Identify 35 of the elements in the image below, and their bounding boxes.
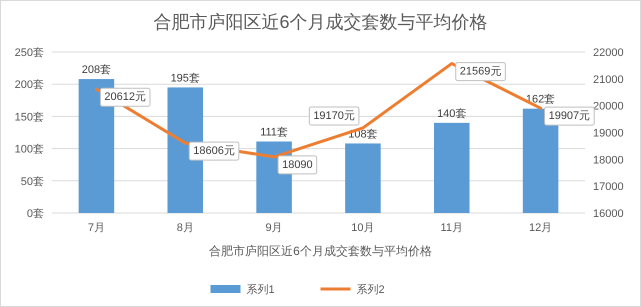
chart-title: 合肥市庐阳区近6个月成交套数与平均价格 (153, 12, 488, 32)
data-label: 140套 (437, 108, 466, 120)
x-tick-label: 8月 (176, 222, 194, 234)
y2-tick-label: 17000 (593, 181, 624, 194)
legend-label: 系列1 (246, 283, 275, 296)
data-label: 19170元 (313, 110, 355, 122)
data-label: 195套 (170, 72, 200, 84)
bar (345, 143, 381, 213)
y2-tick-label: 21000 (593, 74, 624, 86)
data-label: 20612元 (104, 91, 146, 104)
y-tick-label: 150套 (14, 111, 44, 124)
data-label: 18090 (282, 158, 313, 171)
x-tick-label: 10月 (351, 222, 375, 234)
y-tick-label: 50套 (20, 176, 44, 188)
y-tick-label: 250套 (14, 47, 44, 59)
y-tick-label: 0套 (26, 208, 44, 220)
y2-tick-label: 20000 (593, 100, 624, 113)
x-tick-label: 12月 (528, 222, 552, 234)
y-tick-label: 200套 (14, 79, 44, 92)
data-label: 21569元 (460, 66, 502, 78)
x-tick-label: 11月 (440, 222, 463, 234)
x-tick-label: 7月 (88, 222, 105, 234)
bar (434, 122, 470, 213)
y-tick-label: 100套 (14, 144, 44, 156)
y2-tick-label: 18000 (593, 154, 624, 166)
data-label: 18606元 (193, 145, 235, 158)
x-axis-title: 合肥市庐阳区近6个月成交套数与平均价格 (209, 244, 432, 258)
y2-tick-label: 22000 (593, 47, 624, 59)
x-tick-label: 9月 (266, 222, 283, 234)
y2-tick-label: 19000 (593, 128, 624, 140)
y2-tick-label: 16000 (593, 208, 624, 220)
data-label: 19907元 (548, 110, 590, 122)
legend-label: 系列2 (356, 283, 385, 296)
data-label: 111套 (260, 126, 288, 139)
data-label: 208套 (82, 64, 112, 76)
